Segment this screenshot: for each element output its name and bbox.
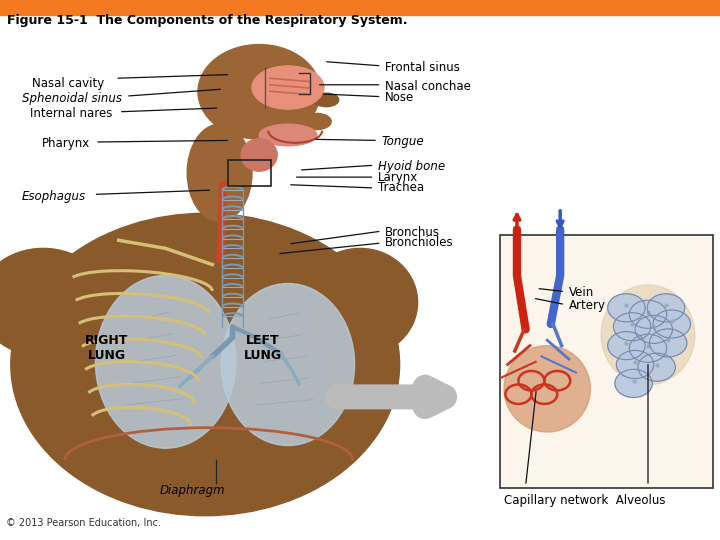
- Text: Pharynx: Pharynx: [42, 137, 90, 150]
- Text: Hyoid bone: Hyoid bone: [378, 160, 445, 173]
- Ellipse shape: [95, 275, 236, 448]
- Text: Artery: Artery: [569, 299, 606, 312]
- Text: Figure 15-1  The Components of the Respiratory System.: Figure 15-1 The Components of the Respir…: [7, 14, 408, 27]
- Circle shape: [653, 310, 690, 338]
- Text: Diaphragm: Diaphragm: [160, 484, 226, 497]
- Ellipse shape: [198, 44, 320, 139]
- Text: Bronchus: Bronchus: [385, 226, 440, 239]
- Circle shape: [615, 369, 652, 397]
- Text: Nose: Nose: [385, 91, 415, 104]
- Text: Bronchioles: Bronchioles: [385, 237, 454, 249]
- Text: Nasal cavity: Nasal cavity: [32, 77, 104, 90]
- Circle shape: [649, 329, 687, 357]
- Circle shape: [608, 332, 645, 360]
- Text: Capillary network  Alveolus: Capillary network Alveolus: [504, 494, 665, 507]
- Ellipse shape: [302, 113, 331, 130]
- Text: Tongue: Tongue: [382, 135, 424, 148]
- Text: RIGHT
LUNG: RIGHT LUNG: [85, 334, 128, 362]
- Text: Frontal sinus: Frontal sinus: [385, 61, 460, 74]
- Ellipse shape: [259, 124, 317, 146]
- Ellipse shape: [252, 66, 324, 109]
- Bar: [0, 0, 720, 15]
- Text: Larynx: Larynx: [378, 171, 418, 184]
- Ellipse shape: [187, 124, 252, 221]
- Circle shape: [608, 294, 645, 322]
- Ellipse shape: [241, 139, 277, 171]
- Ellipse shape: [11, 213, 400, 516]
- Ellipse shape: [302, 248, 418, 356]
- Circle shape: [629, 334, 667, 362]
- Circle shape: [635, 315, 672, 343]
- Text: Internal nares: Internal nares: [30, 107, 112, 120]
- Ellipse shape: [504, 346, 590, 432]
- Text: Vein: Vein: [569, 286, 594, 299]
- Circle shape: [638, 353, 675, 381]
- Ellipse shape: [314, 93, 339, 107]
- Ellipse shape: [0, 248, 108, 356]
- Text: © 2013 Pearson Education, Inc.: © 2013 Pearson Education, Inc.: [6, 518, 161, 528]
- Circle shape: [616, 350, 654, 379]
- Ellipse shape: [601, 285, 695, 384]
- Circle shape: [629, 300, 667, 328]
- Text: Nasal conchae: Nasal conchae: [385, 80, 471, 93]
- Text: LEFT
LUNG: LEFT LUNG: [244, 334, 282, 362]
- Ellipse shape: [222, 284, 355, 446]
- Bar: [228, 160, 271, 186]
- Text: Esophagus: Esophagus: [22, 190, 86, 202]
- Circle shape: [647, 294, 685, 322]
- Bar: [500, 235, 713, 488]
- Text: Trachea: Trachea: [378, 181, 424, 194]
- Circle shape: [613, 313, 651, 341]
- Text: Sphenoidal sinus: Sphenoidal sinus: [22, 92, 122, 105]
